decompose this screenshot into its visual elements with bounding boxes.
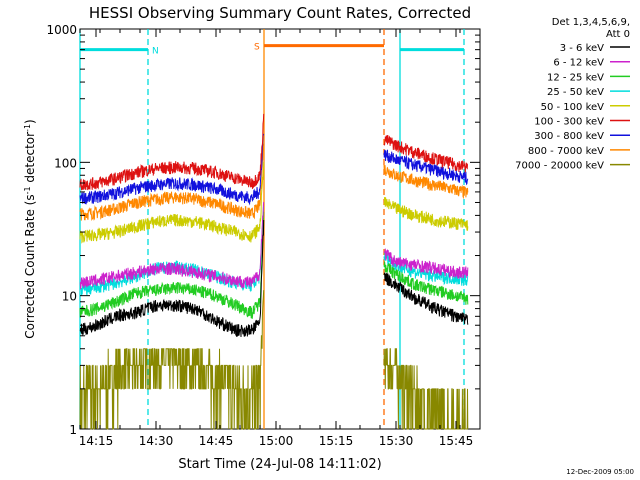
legend-label-7: 800 - 7000 keV <box>528 146 604 157</box>
legend-label-3: 25 - 50 keV <box>547 87 604 98</box>
series-5-segment-1 <box>383 135 468 173</box>
legend-label-2: 12 - 25 keV <box>547 72 604 83</box>
series-5 <box>79 113 468 191</box>
x-tick-label-3: 15:00 <box>259 434 294 448</box>
series-4-segment-1 <box>383 197 469 231</box>
series-5-segment-0 <box>79 113 265 191</box>
x-axis-label: Start Time (24-Jul-08 14:11:02) <box>178 457 381 472</box>
series-0-segment-0 <box>79 219 265 338</box>
x-axis: 14:15 14:30 14:45 15:00 15:15 15:30 15:45 <box>79 29 481 448</box>
series-7-segment-0 <box>79 143 265 222</box>
series-8 <box>79 290 469 430</box>
series-1-segment-1 <box>383 248 469 279</box>
series-8-segment-1 <box>383 348 469 430</box>
series-4-segment-0 <box>79 161 265 244</box>
legend-label-4: 50 - 100 keV <box>541 102 605 113</box>
series-6-segment-0 <box>79 133 265 206</box>
series-0 <box>79 219 469 338</box>
y-tick-label-3: 1000 <box>46 23 77 37</box>
x-tick-label-6: 15:45 <box>439 434 474 448</box>
y-tick-label-0: 1 <box>69 423 77 437</box>
y-axis-label-part-0: Corrected Count Rate (s <box>23 194 37 338</box>
legend-label-0: 3 - 6 keV <box>560 43 604 54</box>
series-2-segment-1 <box>383 261 469 305</box>
x-tick-label-4: 15:15 <box>319 434 354 448</box>
series-0-segment-1 <box>383 272 469 325</box>
y-tick-label-1: 10 <box>62 290 77 304</box>
observing-flag-label-1: S <box>254 43 260 53</box>
series-7 <box>79 143 469 222</box>
timestamp: 12-Dec-2009 05:00 <box>566 468 634 476</box>
series-3 <box>79 206 469 296</box>
legend-label-1: 6 - 12 keV <box>553 58 604 69</box>
y-axis-label-part-4: ) <box>23 119 37 124</box>
series-7-segment-1 <box>383 164 469 200</box>
y-tick-label-2: 100 <box>54 156 77 170</box>
x-tick-label-2: 14:45 <box>199 434 234 448</box>
series-2 <box>79 211 469 319</box>
y-axis-label-part-3: -1 <box>23 124 32 132</box>
series-3-segment-1 <box>383 251 469 286</box>
x-tick-label-0: 14:15 <box>79 434 114 448</box>
x-tick-label-5: 15:30 <box>379 434 414 448</box>
legend-header-line-0: Det 1,3,4,5,6,9, <box>552 17 630 28</box>
y-axis-label: Corrected Count Rate (s-1 detector-1) <box>23 119 38 338</box>
legend-label-6: 300 - 800 keV <box>534 131 604 142</box>
chart-title: HESSI Observing Summary Count Rates, Cor… <box>89 4 471 22</box>
y-axis: 1 10 100 1000 <box>46 23 480 437</box>
legend-label-8: 7000 - 20000 keV <box>515 161 604 172</box>
y-axis-label-part-1: -1 <box>23 186 32 194</box>
legend-label-5: 100 - 300 keV <box>534 117 604 128</box>
x-tick-label-1: 14:30 <box>139 434 174 448</box>
series-1 <box>79 201 469 290</box>
legend: Det 1,3,4,5,6,9,Att 03 - 6 keV 6 - 12 keV… <box>515 17 630 172</box>
series-1-segment-0 <box>79 201 265 290</box>
series-2-segment-0 <box>79 211 265 319</box>
y-axis-label-part-2: detector <box>23 132 37 187</box>
series-4 <box>79 161 469 244</box>
series-8-segment-0 <box>79 290 265 430</box>
observing-flag-label-0: N <box>152 47 159 57</box>
legend-header-line-1: Att 0 <box>606 29 630 40</box>
